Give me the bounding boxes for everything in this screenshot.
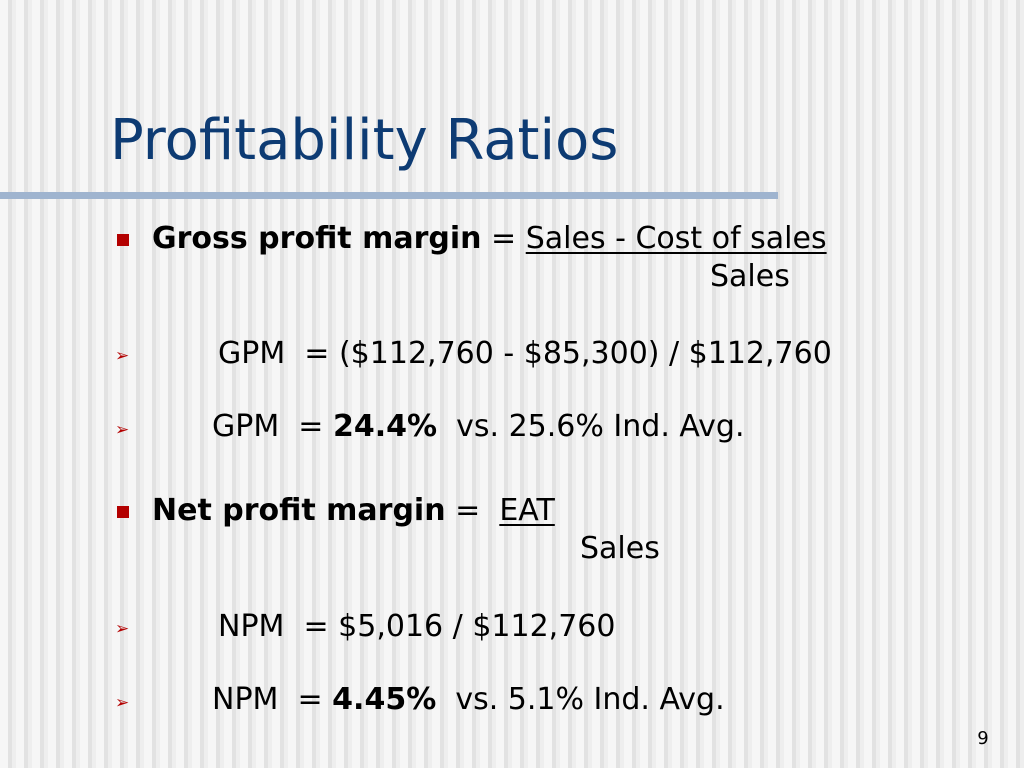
- gpm-result-label: GPM: [212, 409, 280, 444]
- net-profit-margin-term: Net profit margin: [152, 493, 446, 528]
- title-underline-rule: [0, 192, 778, 199]
- npm-result-label: NPM: [212, 682, 279, 717]
- gross-numerator: Sales - Cost of sales: [525, 221, 827, 256]
- npm-result-equals: =: [278, 682, 333, 717]
- net-equals-sign: =: [445, 493, 500, 528]
- chevron-bullet-icon: ➢: [115, 346, 130, 366]
- chevron-bullet-icon: ➢: [115, 693, 130, 713]
- slide-title: Profitability Ratios: [110, 108, 619, 173]
- gpm-result-equals: =: [279, 409, 333, 444]
- gpm-result-line: GPM = 24.4% vs. 25.6% Ind. Avg.: [212, 409, 745, 445]
- gpm-calculation-line: GPM = ($112,760 - $85,300) / $112,760: [218, 336, 832, 372]
- chevron-bullet-icon: ➢: [115, 619, 130, 639]
- square-bullet-icon: [117, 506, 129, 518]
- npm-calculation-line: NPM = $5,016 / $112,760: [218, 609, 615, 645]
- npm-result-line: NPM = 4.45% vs. 5.1% Ind. Avg.: [212, 682, 725, 718]
- npm-calc-label: NPM: [218, 609, 285, 644]
- net-denominator: Sales: [580, 531, 660, 566]
- gross-profit-margin-definition: Gross profit margin = Sales - Cost of sa…: [152, 221, 827, 257]
- chevron-bullet-icon: ➢: [115, 420, 130, 440]
- gpm-result-value: 24.4%: [332, 409, 438, 444]
- npm-calc-expression: = $5,016 / $112,760: [284, 609, 616, 644]
- npm-result-comparison: vs. 5.1% Ind. Avg.: [436, 682, 725, 717]
- gpm-calc-label: GPM: [218, 336, 286, 371]
- gross-equals-sign: =: [481, 221, 526, 256]
- square-bullet-icon: [117, 234, 129, 246]
- npm-result-value: 4.45%: [332, 682, 437, 717]
- net-numerator: EAT: [499, 493, 555, 528]
- gross-denominator: Sales: [710, 259, 790, 294]
- page-number: 9: [977, 728, 989, 749]
- gpm-calc-expression: = ($112,760 - $85,300) / $112,760: [285, 336, 832, 371]
- gross-profit-margin-term: Gross profit margin: [152, 221, 482, 256]
- gpm-result-comparison: vs. 25.6% Ind. Avg.: [437, 409, 745, 444]
- net-profit-margin-definition: Net profit margin = EAT: [152, 493, 555, 529]
